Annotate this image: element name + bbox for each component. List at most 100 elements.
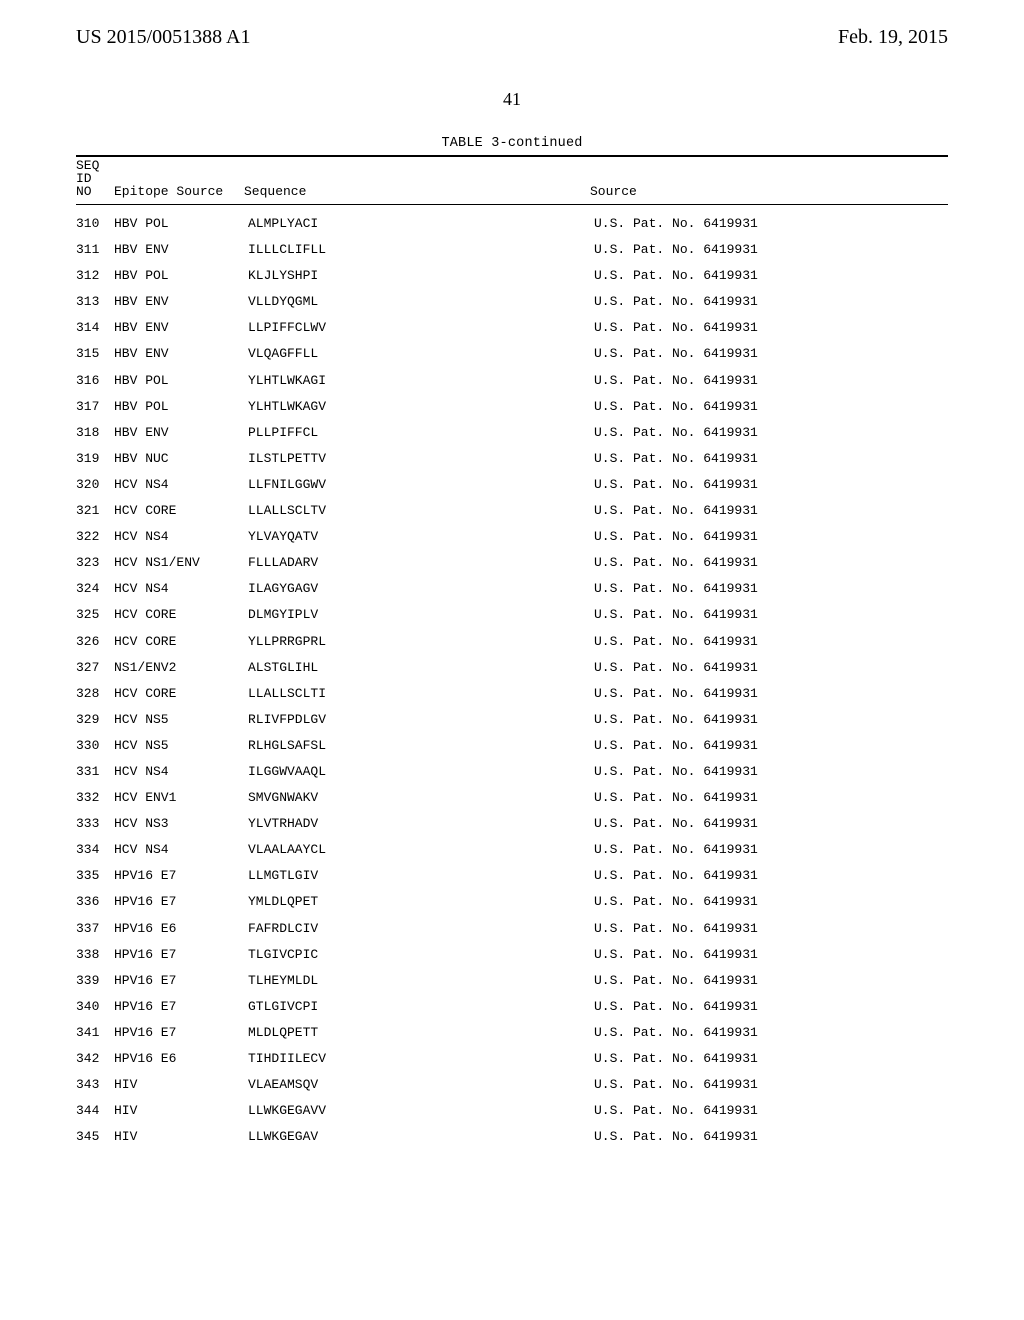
cell-source: U.S. Pat. No. 6419931 (594, 608, 948, 621)
cell-epitope-source: HPV16 E7 (114, 974, 248, 987)
table-row: 310HBV POLALMPLYACIU.S. Pat. No. 6419931 (76, 217, 948, 230)
cell-source: U.S. Pat. No. 6419931 (594, 869, 948, 882)
cell-sequence: ILSTLPETTV (248, 452, 594, 465)
cell-source: U.S. Pat. No. 6419931 (594, 504, 948, 517)
cell-source: U.S. Pat. No. 6419931 (594, 217, 948, 230)
table-row: 330HCV NS5RLHGLSAFSLU.S. Pat. No. 641993… (76, 739, 948, 752)
cell-source: U.S. Pat. No. 6419931 (594, 426, 948, 439)
cell-source: U.S. Pat. No. 6419931 (594, 1130, 948, 1143)
table-row: 338HPV16 E7TLGIVCPICU.S. Pat. No. 641993… (76, 948, 948, 961)
table-row: 314HBV ENVLLPIFFCLWVU.S. Pat. No. 641993… (76, 321, 948, 334)
table-row: 337HPV16 E6FAFRDLCIVU.S. Pat. No. 641993… (76, 922, 948, 935)
cell-sequence: VLAEAMSQV (248, 1078, 594, 1091)
col-header-sequence: Sequence (244, 185, 590, 198)
table-row: 335HPV16 E7LLMGTLGIVU.S. Pat. No. 641993… (76, 869, 948, 882)
table-row: 343HIVVLAEAMSQVU.S. Pat. No. 6419931 (76, 1078, 948, 1091)
cell-source: U.S. Pat. No. 6419931 (594, 556, 948, 569)
table-row: 312HBV POLKLJLYSHPIU.S. Pat. No. 6419931 (76, 269, 948, 282)
cell-seq-id-no: 334 (76, 843, 114, 856)
cell-seq-id-no: 343 (76, 1078, 114, 1091)
cell-seq-id-no: 319 (76, 452, 114, 465)
cell-source: U.S. Pat. No. 6419931 (594, 1104, 948, 1117)
cell-epitope-source: HPV16 E6 (114, 1052, 248, 1065)
cell-epitope-source: HBV ENV (114, 321, 248, 334)
table-row: 333HCV NS3YLVTRHADVU.S. Pat. No. 6419931 (76, 817, 948, 830)
cell-epitope-source: HPV16 E7 (114, 1000, 248, 1013)
cell-sequence: LLALLSCLTV (248, 504, 594, 517)
cell-source: U.S. Pat. No. 6419931 (594, 321, 948, 334)
cell-sequence: TIHDIILECV (248, 1052, 594, 1065)
cell-sequence: RLIVFPDLGV (248, 713, 594, 726)
page-header: US 2015/0051388 A1 Feb. 19, 2015 (76, 26, 948, 49)
cell-source: U.S. Pat. No. 6419931 (594, 1026, 948, 1039)
cell-source: U.S. Pat. No. 6419931 (594, 922, 948, 935)
cell-epitope-source: HBV POL (114, 400, 248, 413)
cell-sequence: ILLLCLIFLL (248, 243, 594, 256)
cell-epitope-source: HBV POL (114, 269, 248, 282)
col-header-source: Source (590, 185, 948, 198)
cell-sequence: DLMGYIPLV (248, 608, 594, 621)
table-row: 336HPV16 E7YMLDLQPETU.S. Pat. No. 641993… (76, 895, 948, 908)
cell-epitope-source: HCV NS5 (114, 713, 248, 726)
cell-sequence: TLGIVCPIC (248, 948, 594, 961)
cell-seq-id-no: 324 (76, 582, 114, 595)
cell-source: U.S. Pat. No. 6419931 (594, 687, 948, 700)
cell-source: U.S. Pat. No. 6419931 (594, 1000, 948, 1013)
cell-source: U.S. Pat. No. 6419931 (594, 347, 948, 360)
cell-epitope-source: HCV NS4 (114, 765, 248, 778)
cell-source: U.S. Pat. No. 6419931 (594, 661, 948, 674)
cell-seq-id-no: 318 (76, 426, 114, 439)
cell-seq-id-no: 310 (76, 217, 114, 230)
cell-seq-id-no: 323 (76, 556, 114, 569)
cell-sequence: LLWKGEGAVV (248, 1104, 594, 1117)
cell-source: U.S. Pat. No. 6419931 (594, 948, 948, 961)
cell-epitope-source: HCV NS4 (114, 478, 248, 491)
cell-seq-id-no: 331 (76, 765, 114, 778)
cell-source: U.S. Pat. No. 6419931 (594, 530, 948, 543)
cell-epitope-source: HPV16 E7 (114, 1026, 248, 1039)
page-number: 41 (76, 89, 948, 110)
cell-sequence: GTLGIVCPI (248, 1000, 594, 1013)
cell-source: U.S. Pat. No. 6419931 (594, 452, 948, 465)
cell-seq-id-no: 330 (76, 739, 114, 752)
table-row: 341HPV16 E7MLDLQPETTU.S. Pat. No. 641993… (76, 1026, 948, 1039)
publication-number: US 2015/0051388 A1 (76, 26, 250, 49)
cell-epitope-source: HBV NUC (114, 452, 248, 465)
cell-sequence: YLVTRHADV (248, 817, 594, 830)
cell-seq-id-no: 328 (76, 687, 114, 700)
col-header-epitope: Epitope Source (114, 185, 244, 198)
cell-epitope-source: HPV16 E6 (114, 922, 248, 935)
cell-seq-id-no: 340 (76, 1000, 114, 1013)
cell-sequence: VLQAGFFLL (248, 347, 594, 360)
table-row: 344HIVLLWKGEGAVVU.S. Pat. No. 6419931 (76, 1104, 948, 1117)
cell-epitope-source: HIV (114, 1078, 248, 1091)
cell-sequence: YLLPRRGPRL (248, 635, 594, 648)
cell-seq-id-no: 342 (76, 1052, 114, 1065)
cell-seq-id-no: 317 (76, 400, 114, 413)
cell-epitope-source: HBV ENV (114, 243, 248, 256)
cell-epitope-source: HCV NS4 (114, 582, 248, 595)
cell-seq-id-no: 321 (76, 504, 114, 517)
cell-epitope-source: HCV CORE (114, 635, 248, 648)
cell-sequence: FAFRDLCIV (248, 922, 594, 935)
cell-source: U.S. Pat. No. 6419931 (594, 269, 948, 282)
table-row: 317HBV POLYLHTLWKAGVU.S. Pat. No. 641993… (76, 400, 948, 413)
cell-source: U.S. Pat. No. 6419931 (594, 765, 948, 778)
cell-epitope-source: HCV NS3 (114, 817, 248, 830)
cell-epitope-source: HPV16 E7 (114, 869, 248, 882)
table-row: 326HCV COREYLLPRRGPRLU.S. Pat. No. 64199… (76, 635, 948, 648)
cell-epitope-source: HCV NS5 (114, 739, 248, 752)
table-row: 316HBV POLYLHTLWKAGIU.S. Pat. No. 641993… (76, 374, 948, 387)
cell-epitope-source: HBV POL (114, 217, 248, 230)
table-row: 334HCV NS4VLAALAAYCLU.S. Pat. No. 641993… (76, 843, 948, 856)
cell-source: U.S. Pat. No. 6419931 (594, 374, 948, 387)
cell-epitope-source: HPV16 E7 (114, 948, 248, 961)
cell-epitope-source: HBV POL (114, 374, 248, 387)
cell-epitope-source: HCV NS1/ENV (114, 556, 248, 569)
cell-sequence: YMLDLQPET (248, 895, 594, 908)
table-row: 339HPV16 E7TLHEYMLDLU.S. Pat. No. 641993… (76, 974, 948, 987)
cell-seq-id-no: 315 (76, 347, 114, 360)
cell-source: U.S. Pat. No. 6419931 (594, 582, 948, 595)
cell-sequence: KLJLYSHPI (248, 269, 594, 282)
cell-source: U.S. Pat. No. 6419931 (594, 478, 948, 491)
